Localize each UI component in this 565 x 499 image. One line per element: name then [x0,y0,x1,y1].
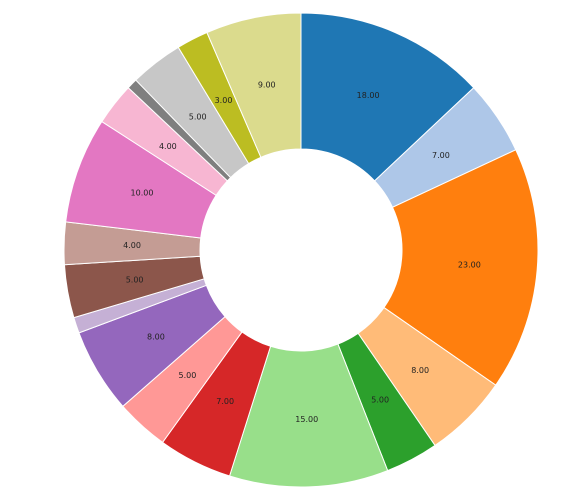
pie-slice-1 [300,12,475,182]
slice-label-3: 23.00 [458,260,481,269]
slice-label-16: 5.00 [189,112,207,121]
slices-group [63,12,539,488]
slice-label-17: 3.00 [215,96,233,105]
slice-label-1: 18.00 [357,91,380,100]
slice-label-13: 10.00 [131,189,154,198]
slice-label-5: 5.00 [371,395,389,404]
slice-label-8: 5.00 [178,371,196,380]
pie-slice-3 [383,149,539,386]
slice-label-14: 4.00 [159,142,177,151]
slice-label-18: 9.00 [258,81,276,90]
slice-label-9: 8.00 [147,333,165,342]
labels-group: 18.00 7.00 23.00 8.00 5.00 15.00 7.00 5.00 8.00 5… [123,81,481,424]
slice-label-6: 15.00 [295,415,318,424]
slice-label-12: 4.00 [123,241,141,250]
pie-slice-18 [206,12,302,158]
slice-label-2: 7.00 [432,151,450,160]
slice-label-7: 7.00 [216,397,234,406]
slice-label-11: 5.00 [126,276,144,285]
slice-label-4: 8.00 [411,366,429,375]
